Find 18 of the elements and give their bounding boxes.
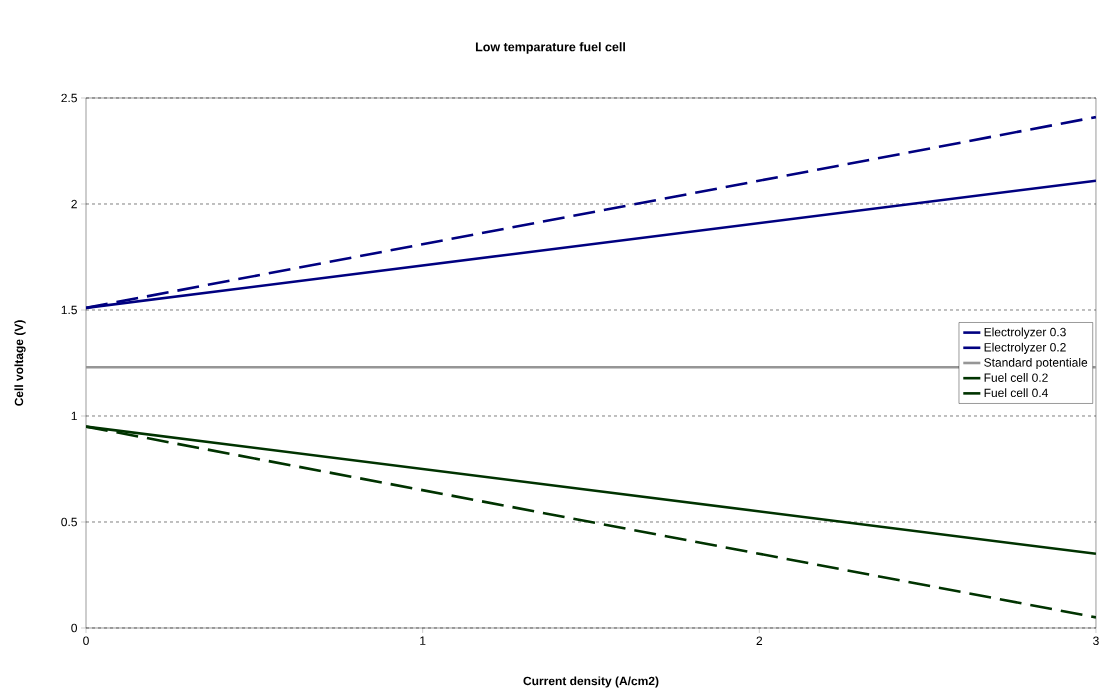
y-axis-title: Cell voltage (V)	[14, 320, 26, 406]
x-tick-label: 0	[83, 636, 89, 646]
legend-label: Electrolyzer 0.2	[984, 342, 1066, 354]
y-tick-label: 1	[71, 411, 77, 421]
x-tick-label: 2	[756, 636, 763, 645]
chart-title: Low temparature fuel cell	[475, 42, 625, 54]
legend-label: Standard potentiale	[984, 357, 1088, 370]
x-tick-label: 1	[420, 636, 426, 645]
y-tick-label: 0.5	[61, 517, 77, 527]
x-tick-label: 3	[1093, 636, 1099, 646]
y-tick-label: 2.5	[61, 93, 77, 103]
legend-label: Fuel cell 0.4	[984, 388, 1048, 398]
legend-label: Fuel cell 0.2	[984, 373, 1048, 382]
y-tick-label: 2	[71, 199, 77, 209]
y-tick-label: 0	[71, 623, 78, 633]
x-axis-title: Current density (A/cm2)	[523, 676, 659, 688]
y-tick-label: 1.5	[61, 305, 77, 315]
legend-label: Electrolyzer 0.3	[984, 327, 1066, 339]
